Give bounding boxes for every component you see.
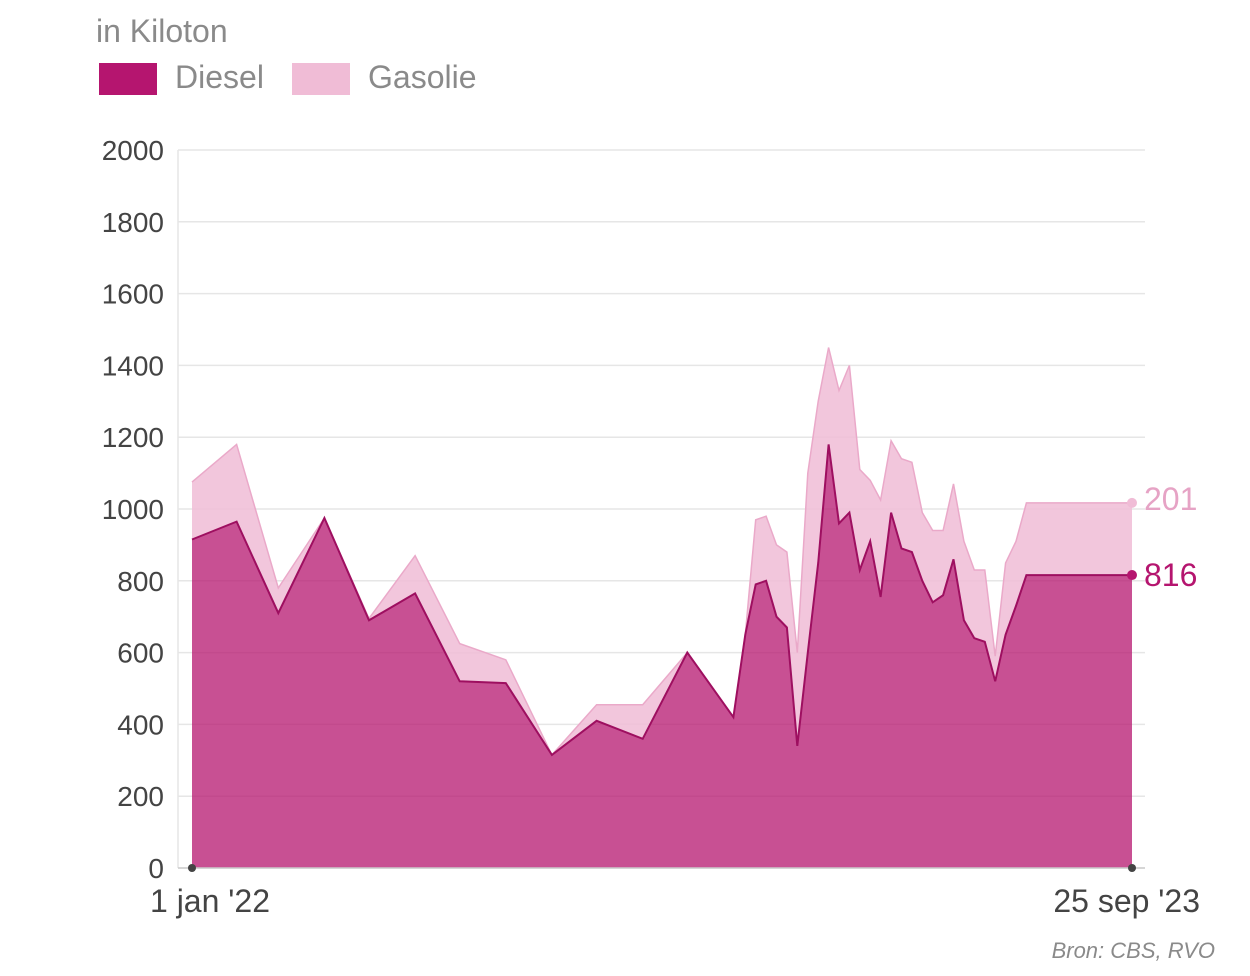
legend-label-diesel: Diesel xyxy=(175,59,264,95)
end-label-gasolie: 201 xyxy=(1144,481,1197,517)
x-axis: 1 jan '22 25 sep '23 xyxy=(150,883,1200,919)
y-tick-label: 400 xyxy=(117,709,164,740)
series-line-diesel xyxy=(191,444,1132,757)
y-tick-label: 1800 xyxy=(102,207,164,238)
x-tick-end: 25 sep '23 xyxy=(1053,883,1200,919)
series-area-diesel xyxy=(192,444,1132,868)
legend-swatch-diesel xyxy=(99,63,157,95)
y-tick-label: 2000 xyxy=(102,135,164,166)
x-axis-end-dot xyxy=(1128,864,1136,872)
y-tick-label: 800 xyxy=(117,566,164,597)
y-tick-label: 1400 xyxy=(102,350,164,381)
plot-area xyxy=(178,347,1145,872)
y-tick-label: 1000 xyxy=(102,494,164,525)
y-axis: 0 200 400 600 800 1000 1200 1400 1600 1800 2000 xyxy=(102,135,179,884)
y-tick-label: 0 xyxy=(148,853,164,884)
y-tick-label: 200 xyxy=(117,781,164,812)
y-tick-label: 1200 xyxy=(102,422,164,453)
y-tick-label: 1600 xyxy=(102,279,164,310)
end-point-gasolie xyxy=(1127,497,1137,508)
y-tick-label: 600 xyxy=(117,638,164,669)
legend: Diesel Gasolie xyxy=(99,59,477,95)
legend-swatch-gasolie xyxy=(292,63,350,95)
x-tick-start: 1 jan '22 xyxy=(150,883,270,919)
series-line-gasolie xyxy=(191,347,1132,757)
legend-label-gasolie: Gasolie xyxy=(368,59,477,95)
source-note: Bron: CBS, RVO xyxy=(1052,938,1215,963)
series-area-gasolie xyxy=(192,347,1132,755)
end-point-diesel xyxy=(1127,570,1137,581)
x-axis-start-dot xyxy=(188,864,196,872)
end-label-diesel: 816 xyxy=(1144,557,1197,593)
unit-label: in Kiloton xyxy=(96,13,228,49)
